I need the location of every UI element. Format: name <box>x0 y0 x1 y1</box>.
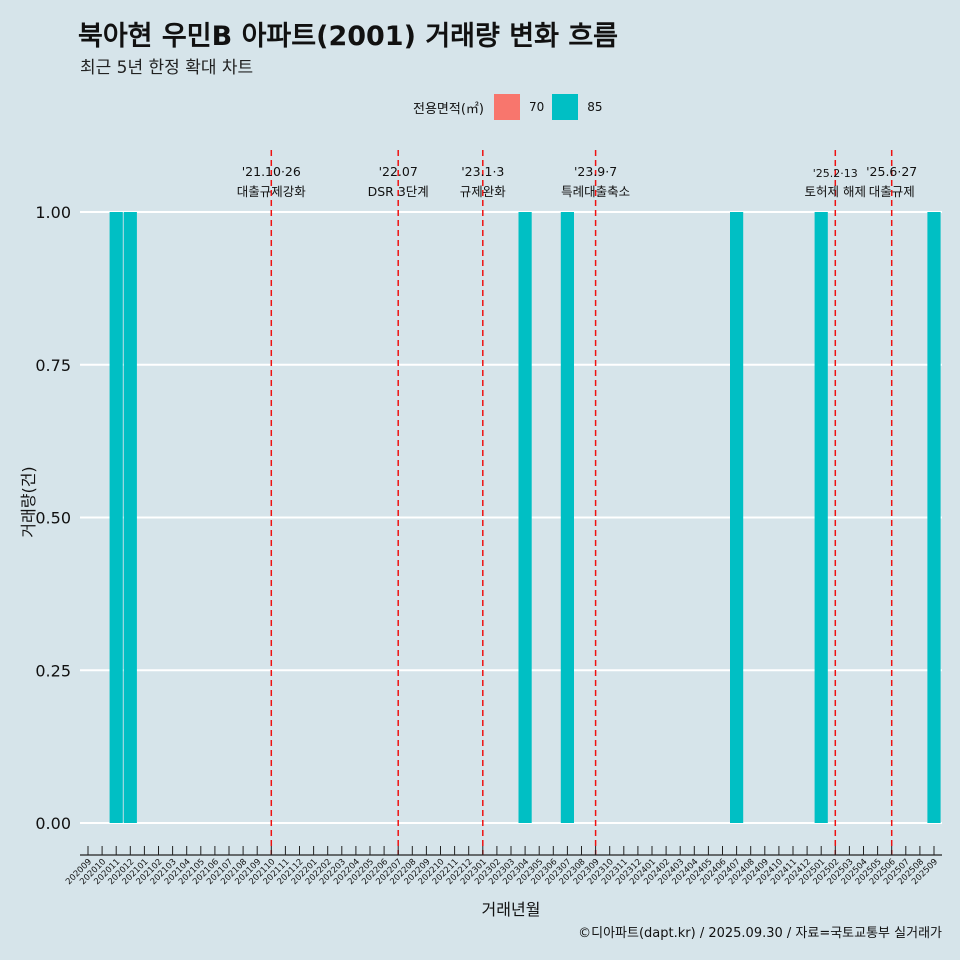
event-name-label: 토허제 해제 <box>805 184 866 199</box>
bar <box>123 212 137 823</box>
bar <box>730 212 744 823</box>
legend: 전용면적(㎡) 70 85 <box>413 92 611 122</box>
y-tick-label: 0.25 <box>35 661 71 680</box>
chart-title: 북아현 우민B 아파트(2001) 거래량 변화 흐름 <box>78 21 619 52</box>
event-date-label: '23.9·7 <box>574 164 617 179</box>
event-date-label: '22.07 <box>379 164 418 179</box>
chart-subtitle: 최근 5년 한정 확대 차트 <box>80 58 254 78</box>
bar <box>814 212 828 823</box>
legend-title: 전용면적(㎡) <box>413 101 484 117</box>
event-date-label: '23.1·3 <box>461 164 504 179</box>
bar <box>109 212 123 823</box>
x-axis-title: 거래년월 <box>482 900 541 919</box>
y-tick-label: 1.00 <box>35 203 71 222</box>
source-caption: ©디아파트(dapt.kr) / 2025.09.30 / 자료=국토교통부 실… <box>578 926 942 941</box>
event-name-label: 대출규제강화 <box>237 184 307 199</box>
bar <box>518 212 532 823</box>
event-name-label: 규제완화 <box>460 184 507 199</box>
legend-swatch-85 <box>552 94 579 120</box>
y-axis-title: 거래량(건) <box>19 466 38 537</box>
y-tick-label: 0.50 <box>35 509 71 528</box>
legend-swatch-70 <box>493 94 520 120</box>
event-name-label: DSR 3단계 <box>368 184 429 199</box>
bar <box>927 212 941 823</box>
legend-label-85: 85 <box>587 100 603 114</box>
y-tick-label: 0.75 <box>35 356 71 375</box>
event-name-label: 특례대출축소 <box>561 184 630 199</box>
event-date-label: '25.2·13 <box>813 167 858 180</box>
event-name-label: 대출규제 <box>869 184 915 199</box>
legend-label-70: 70 <box>528 100 545 114</box>
event-date-label: '25.6·27 <box>866 164 917 179</box>
event-date-label: '21.10·26 <box>242 164 301 179</box>
y-tick-label: 0.00 <box>35 814 71 833</box>
bar <box>560 212 574 823</box>
